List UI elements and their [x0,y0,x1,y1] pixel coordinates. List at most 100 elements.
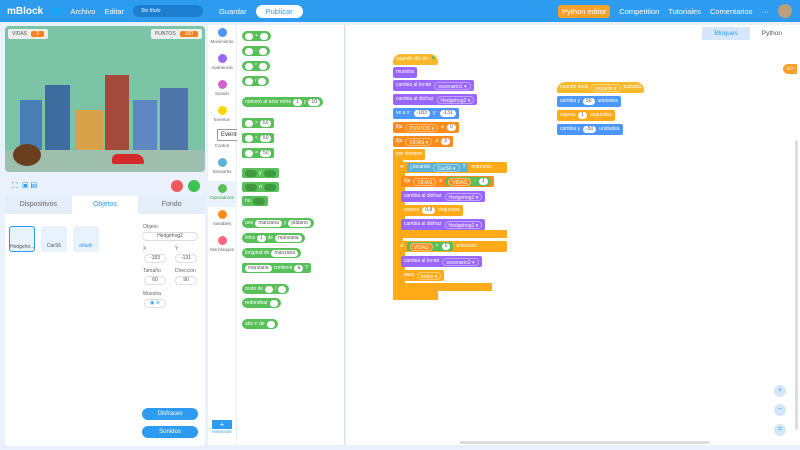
block-or[interactable]: o [242,182,279,192]
block-math-op[interactable]: abs ▾ de [242,319,278,329]
switch-backdrop-block[interactable]: cambia al fondo escenario2 ▾ [401,256,482,267]
publish-button[interactable]: Publicar [255,4,303,18]
sprite-panel: Dispositivos Objetos Fondo Hedgeho... Ca… [5,196,205,446]
forever-block[interactable]: por siempre [393,149,426,160]
road [5,150,205,172]
tab-devices[interactable]: Dispositivos [19,201,58,208]
category-variables[interactable]: Variables [208,207,236,233]
set-variable-block[interactable]: fija PUNTOS ▾ a 0 [393,122,459,133]
x-input[interactable]: -183 [144,254,166,263]
horizontal-scrollbar[interactable] [460,441,710,444]
block-subtract[interactable]: - [242,46,270,56]
stage[interactable]: VIDAS 3 PUNTOS 160 [5,26,205,172]
hedgehog-sprite[interactable] [13,144,41,166]
vertical-scrollbar[interactable] [795,140,798,430]
switch-costume-block[interactable]: cambia al disfraz Hedgehog2 ▾ [401,219,486,230]
tab-python[interactable]: Python [761,30,782,37]
edit-menu[interactable]: Editar [104,6,125,16]
category-operators[interactable]: Operadores [208,181,236,207]
show-block[interactable]: muestra [393,67,418,78]
block-add[interactable]: + [242,31,271,41]
object-label: Objeto [143,224,158,230]
zoom-in-button[interactable]: + [774,385,786,397]
tab-sprites[interactable]: Objetos [71,196,139,214]
if-touching-block[interactable]: si ¿tocando CarS6 ▾? entonces [397,162,507,173]
switch-backdrop-block[interactable]: cambia al fondo escenario1 ▾ [393,80,474,91]
wait-block[interactable]: espera 0.8 segundos [401,205,463,216]
dot-icon [217,54,227,63]
block-greater[interactable]: >50 [242,118,275,128]
when-key-pressed-block[interactable]: cuando tecla espacio ▾ pulsada [557,82,645,93]
file-menu[interactable]: Archivo [70,6,96,16]
block-random[interactable]: número al azar entre 1 y 10 [242,97,323,107]
category-sound[interactable]: Sonido [208,77,236,103]
visibility-toggle[interactable]: ◉ ⊘ [144,299,166,308]
zoom-out-button[interactable]: − [774,404,786,416]
comments-link[interactable]: Comentarios [709,6,753,16]
globe-icon[interactable]: 🌐 [52,6,62,16]
block-mod[interactable]: resto de / [242,284,290,294]
size-input[interactable]: 60 [144,276,166,285]
block-equals[interactable]: = 50 [242,148,275,158]
category-motion[interactable]: Movimiento [208,25,236,51]
category-sensing[interactable]: Sensores [208,155,236,181]
block-contains[interactable]: manzana contiene a? [242,263,312,273]
save-button[interactable]: Guardar [219,6,247,16]
change-y-block[interactable]: cambia y -50 unidades [557,124,623,135]
stop-button[interactable] [171,180,183,192]
sprite-car[interactable]: CarS6 [41,226,67,252]
stage-size-icons[interactable]: ⛶ ▣ ▤ [12,181,38,190]
building [105,75,129,150]
set-variable-block[interactable]: fija VIDAS ▾ a 3 [393,136,453,147]
category-events[interactable]: Eventos [208,103,236,129]
direction-input[interactable]: 90 [175,276,197,285]
monitor-vidas: VIDAS 3 [8,29,48,39]
wait-block[interactable]: espera 1 segundos [557,110,615,121]
block-multiply[interactable]: * [242,61,270,71]
block-letter-of[interactable]: letra 1 de manzana [242,233,305,243]
category-looks[interactable]: Apariencia [208,51,236,77]
more-menu[interactable]: ··· [761,6,770,16]
avatar[interactable] [778,4,792,18]
if-equals-block[interactable]: si VIDAS = 0 entonces [397,241,507,252]
competition-link[interactable]: Competition [619,6,660,16]
tab-blocks[interactable]: Bloques [702,27,750,40]
code-toggle-button[interactable]: </> [783,64,797,74]
go-to-xy-block[interactable]: ve a x: -183 y: -131 [393,108,459,119]
tutorials-link[interactable]: Tutoriales [668,6,701,16]
green-flag-button[interactable] [188,180,200,192]
category-label: Eventos [213,117,231,122]
dot-icon [217,184,227,193]
when-flag-clicked-block[interactable]: cuando clic en ⚑ [393,54,439,65]
block-divide[interactable]: / [242,76,270,86]
change-y-block[interactable]: cambia y 50 unidades [557,96,621,107]
tab-background[interactable]: Fondo [161,201,182,208]
block-round[interactable]: redondear [242,298,281,308]
monitor-value: 3 [31,31,44,37]
block-not[interactable]: no [242,196,268,206]
x-label: X [143,246,147,252]
car-sprite[interactable] [112,154,144,164]
block-length[interactable]: longitud de manzana [242,248,302,258]
category-label: Sensores [212,169,232,174]
python-editor-button[interactable]: Python editor [558,4,611,18]
category-my-blocks[interactable]: Mis bloques [208,233,236,259]
sprite-hedgehog[interactable]: Hedgeho... [9,226,35,252]
block-and[interactable]: y [242,168,279,178]
sounds-button[interactable]: Sonidos [142,426,198,438]
costumes-button[interactable]: Disfraces [142,408,198,420]
project-title-input[interactable]: Sin título [133,5,204,17]
stop-all-block[interactable]: para todos ▾ [401,270,445,281]
category-label: Apariencia [211,65,233,70]
switch-costume-block[interactable]: cambia al disfraz Hedgehog2 ▾ [393,94,478,105]
block-palette: + - * / número al azar entre 1 y 10 >50 <50… [237,25,345,445]
set-variable-block[interactable]: fija VIDAS a VIDAS -1 [401,176,494,187]
y-input[interactable]: -131 [175,254,197,263]
object-name-input[interactable]: Hedgehog2 [142,232,198,241]
extension-button[interactable]: + extensión [212,420,232,434]
block-less[interactable]: <50 [242,133,275,143]
block-join[interactable]: une manzana y plátano [242,218,314,228]
add-sprite-button[interactable]: añadir [73,226,99,252]
switch-costume-block[interactable]: cambia al disfraz Hedgehog3 ▾ [401,191,486,202]
zoom-reset-button[interactable]: = [774,424,786,436]
